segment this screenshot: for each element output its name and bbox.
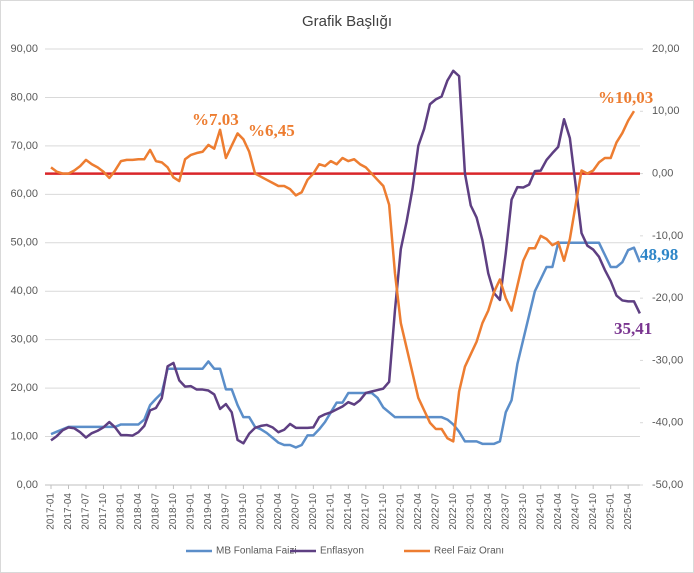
y2-tick-label: -20,00 [652, 292, 683, 304]
y-tick-label: 40,00 [10, 285, 38, 297]
x-tick-label: 2021-01 [325, 493, 336, 530]
annotation: %6,45 [248, 121, 295, 140]
y-tick-label: 0,00 [17, 479, 38, 491]
x-tick-label: 2025-01 [605, 493, 616, 530]
y-tick-label: 60,00 [10, 188, 38, 200]
x-tick-label: 2019-07 [221, 493, 232, 530]
x-tick-label: 2017-07 [81, 493, 92, 530]
legend-label: MB Fonlama Faizi [216, 546, 297, 557]
y-tick-label: 70,00 [10, 140, 38, 152]
legend-label: Enflasyon [320, 546, 364, 557]
x-tick-label: 2022-07 [430, 493, 441, 530]
y2-tick-label: -30,00 [652, 354, 683, 366]
x-tick-label: 2023-01 [465, 493, 476, 530]
x-tick-label: 2024-01 [535, 493, 546, 530]
series-line [50, 69, 641, 445]
y2-tick-label: -40,00 [652, 417, 683, 429]
y2-tick-label: -10,00 [652, 230, 683, 242]
y-tick-label: 50,00 [10, 237, 38, 249]
annotation: %10,03 [598, 88, 653, 107]
x-tick-label: 2019-10 [238, 493, 249, 530]
y-tick-label: 10,00 [10, 430, 38, 442]
x-tick-label: 2023-07 [500, 493, 511, 530]
x-tick-label: 2019-01 [186, 493, 197, 530]
series-line [50, 241, 641, 449]
x-tick-label: 2020-07 [291, 493, 302, 530]
x-tick-label: 2019-04 [203, 493, 214, 530]
y2-tick-label: 10,00 [652, 105, 680, 117]
x-tick-label: 2021-07 [360, 493, 371, 530]
y-tick-label: 30,00 [10, 334, 38, 346]
x-tick-label: 2021-04 [343, 493, 354, 530]
x-tick-label: 2021-10 [378, 493, 389, 530]
x-tick-label: 2018-07 [151, 493, 162, 530]
x-tick-label: 2024-07 [570, 493, 581, 530]
y-tick-label: 20,00 [10, 382, 38, 394]
x-tick-label: 2020-10 [308, 493, 319, 530]
y2-tick-label: 0,00 [652, 167, 673, 179]
y-tick-label: 90,00 [10, 43, 38, 55]
x-tick-label: 2020-01 [256, 493, 267, 530]
x-tick-label: 2018-10 [168, 493, 179, 530]
legend-label: Reel Faiz Oranı [434, 546, 504, 557]
y2-tick-label: 20,00 [652, 43, 680, 55]
x-tick-label: 2017-10 [98, 493, 109, 530]
x-tick-label: 2025-04 [623, 493, 634, 530]
chart-title: Grafik Başlığı [302, 13, 392, 30]
annotation: %7.03 [192, 110, 239, 129]
x-tick-label: 2018-01 [116, 493, 127, 530]
y2-tick-label: -50,00 [652, 479, 683, 491]
annotation: 35,41 [614, 319, 652, 338]
annotation: 48,98 [640, 245, 678, 264]
x-tick-label: 2024-10 [588, 493, 599, 530]
x-tick-label: 2024-04 [553, 493, 564, 530]
x-tick-label: 2022-01 [395, 493, 406, 530]
x-tick-label: 2018-04 [133, 493, 144, 530]
x-tick-label: 2023-04 [483, 493, 494, 530]
x-tick-label: 2022-04 [413, 493, 424, 530]
x-tick-label: 2023-10 [518, 493, 529, 530]
series-line [50, 110, 636, 443]
x-tick-label: 2017-01 [46, 493, 57, 530]
x-tick-label: 2022-10 [448, 493, 459, 530]
x-tick-label: 2017-04 [63, 493, 74, 530]
x-tick-label: 2020-04 [273, 493, 284, 530]
y-tick-label: 80,00 [10, 91, 38, 103]
